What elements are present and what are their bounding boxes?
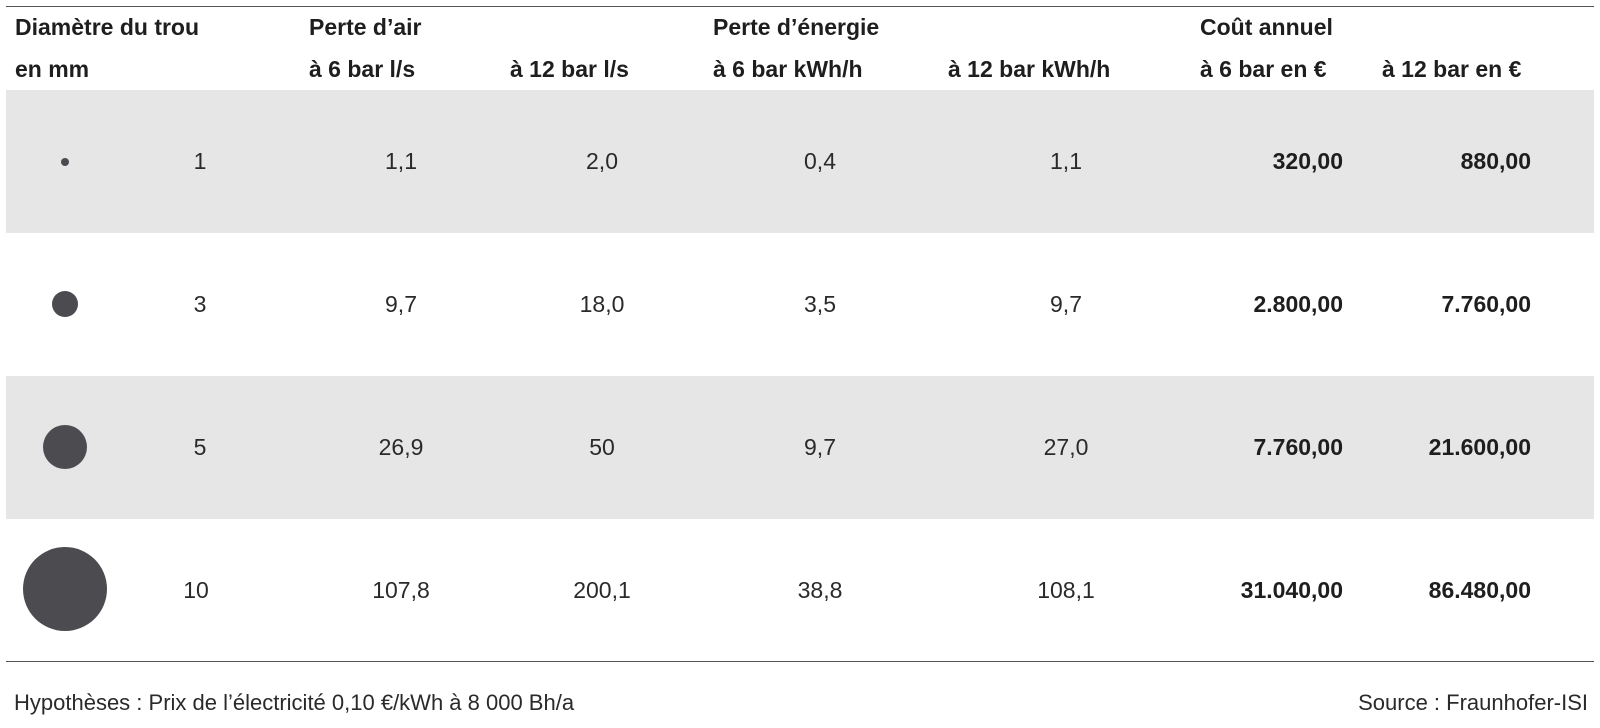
- cell-energy-6bar: 38,8: [797, 577, 843, 603]
- cell-energy-6bar: 9,7: [804, 434, 836, 460]
- cell-energy-12bar: 27,0: [1043, 434, 1089, 460]
- header-diameter: Diamètre du trou: [15, 14, 200, 40]
- cell-energy-6bar: 0,4: [804, 148, 836, 174]
- bottom-rule: [6, 661, 1594, 662]
- cell-air-12bar: 2,0: [586, 148, 618, 174]
- cell-diameter: 3: [193, 291, 207, 317]
- cell-air-6bar: 107,8: [372, 577, 430, 603]
- cell-cost-6bar: 31.040,00: [1240, 577, 1343, 603]
- cell-cost-12bar: 880,00: [1460, 148, 1531, 174]
- cell-cost-6bar: 7.760,00: [1253, 434, 1343, 460]
- cell-air-6bar: 1,1: [385, 148, 417, 174]
- cell-diameter: 1: [193, 148, 207, 174]
- table-row: 10 107,8 200,1 38,8 108,1 31.040,00 86.4…: [6, 519, 1594, 662]
- table-row: 3 9,7 18,0 3,5 9,7 2.800,00 7.760,00: [6, 233, 1594, 376]
- cell-diameter: 10: [183, 577, 209, 603]
- top-rule: [6, 6, 1594, 7]
- header-mm: en mm: [15, 56, 90, 82]
- header-air-6bar: à 6 bar l/s: [309, 56, 416, 82]
- table-row: 5 26,9 50 9,7 27,0 7.760,00 21.600,00: [6, 376, 1594, 519]
- cell-cost-12bar: 86.480,00: [1428, 577, 1531, 603]
- cell-energy-12bar: 9,7: [1050, 291, 1082, 317]
- header-energy-12bar: à 12 bar kWh/h: [948, 56, 1111, 82]
- cell-energy-6bar: 3,5: [804, 291, 836, 317]
- header-air-12bar: à 12 bar l/s: [510, 56, 629, 82]
- header-energy-6bar: à 6 bar kWh/h: [713, 56, 863, 82]
- cell-cost-12bar: 21.600,00: [1428, 434, 1531, 460]
- header-annual-cost: Coût annuel: [1200, 14, 1333, 40]
- cell-cost-6bar: 320,00: [1272, 148, 1343, 174]
- hole-1mm-icon: [61, 158, 69, 166]
- footer-source: Source : Fraunhofer-ISI: [1358, 690, 1588, 715]
- hole-5mm-icon: [43, 425, 87, 469]
- hole-3mm-icon: [52, 291, 78, 317]
- cell-cost-12bar: 7.760,00: [1441, 291, 1531, 317]
- cell-energy-12bar: 108,1: [1037, 577, 1095, 603]
- cell-diameter: 5: [193, 434, 207, 460]
- hole-10mm-icon: [23, 547, 107, 631]
- footer-assumptions: Hypothèses : Prix de l’électricité 0,10 …: [14, 690, 575, 715]
- header-cost-6bar: à 6 bar en €: [1200, 56, 1327, 82]
- cell-air-12bar: 50: [589, 434, 615, 460]
- cell-air-12bar: 200,1: [573, 577, 631, 603]
- table-row: 1 1,1 2,0 0,4 1,1 320,00 880,00: [6, 90, 1594, 233]
- header-air-loss: Perte d’air: [309, 14, 422, 40]
- header-cost-12bar: à 12 bar en €: [1382, 56, 1522, 82]
- cell-air-12bar: 18,0: [579, 291, 625, 317]
- cell-cost-6bar: 2.800,00: [1253, 291, 1343, 317]
- cell-air-6bar: 26,9: [378, 434, 424, 460]
- cell-air-6bar: 9,7: [385, 291, 417, 317]
- cell-energy-12bar: 1,1: [1050, 148, 1082, 174]
- header-energy-loss: Perte d’énergie: [713, 14, 880, 40]
